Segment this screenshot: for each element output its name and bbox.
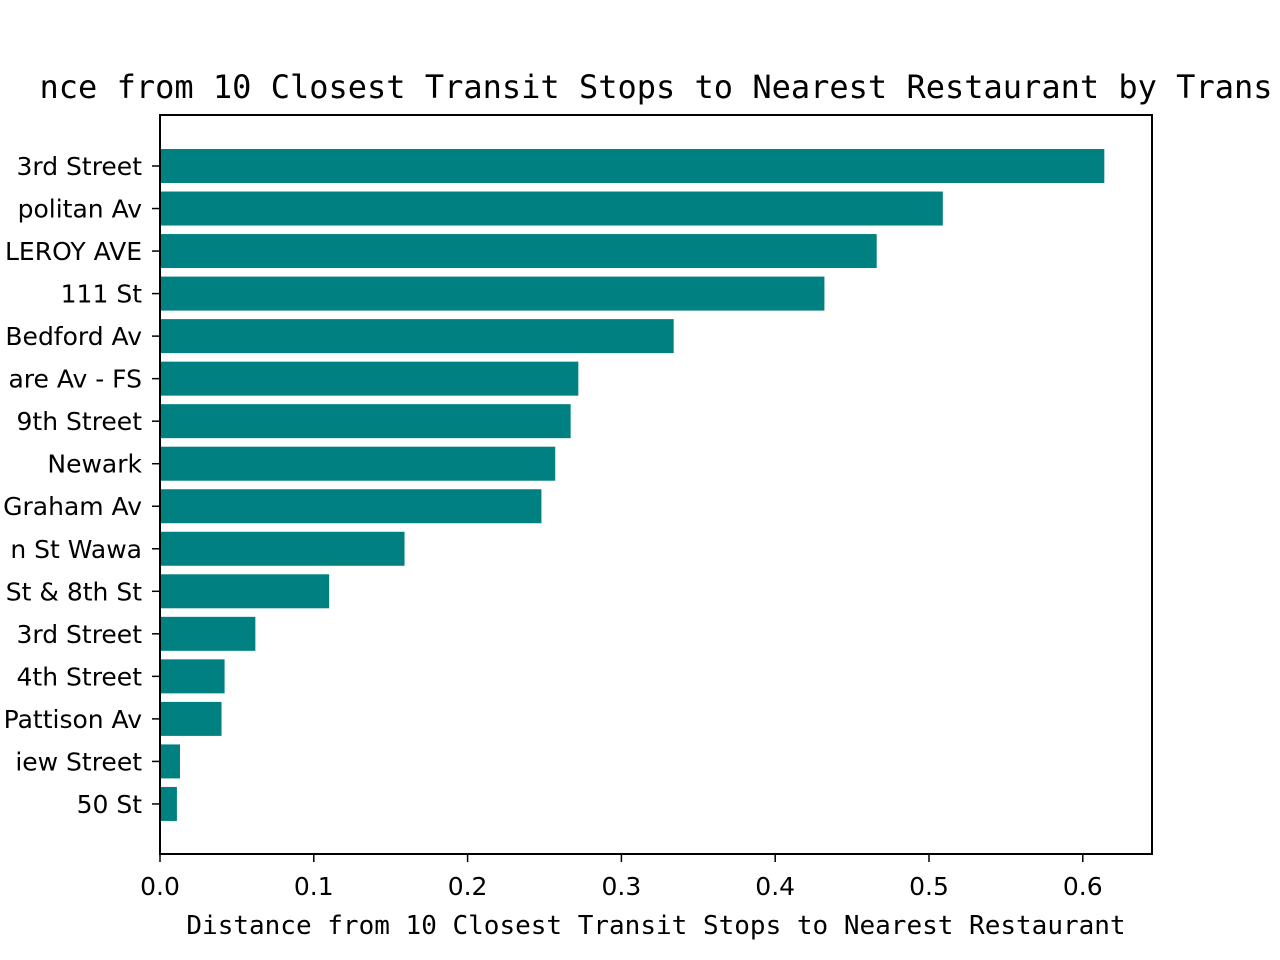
y-tick-label: n St Wawa bbox=[10, 535, 142, 564]
bar bbox=[160, 786, 177, 821]
y-tick-label: St & 8th St bbox=[6, 577, 142, 606]
bar bbox=[160, 319, 674, 354]
x-tick-label: 0.1 bbox=[294, 872, 334, 901]
bar bbox=[160, 276, 825, 311]
x-axis-ticks: 0.0 0.1 0.2 0.3 0.4 0.5 0.6 bbox=[140, 854, 1103, 901]
y-tick-label: Bedford Av bbox=[5, 322, 142, 351]
bar bbox=[160, 149, 1105, 183]
y-axis-ticks: 3rd Street politan Av LEROY AVE 111 St Bedfo… bbox=[3, 152, 160, 819]
y-tick-label: 3rd Street bbox=[16, 620, 142, 649]
bar bbox=[160, 446, 556, 481]
x-tick-label: 0.4 bbox=[755, 872, 795, 901]
x-axis-label: Distance from 10 Closest Transit Stops t… bbox=[186, 911, 1125, 941]
x-tick-label: 0.5 bbox=[909, 872, 949, 901]
y-tick-label: LEROY AVE bbox=[5, 237, 142, 266]
y-tick-label: iew Street bbox=[15, 747, 142, 776]
y-tick-label: 3rd Street bbox=[16, 152, 142, 181]
plot-frame bbox=[159, 114, 1153, 855]
y-tick-label: are Av - FS bbox=[8, 365, 142, 394]
bars-group bbox=[160, 149, 1105, 821]
x-tick-label: 0.2 bbox=[448, 872, 488, 901]
y-tick-label: 50 St bbox=[77, 790, 143, 819]
bar bbox=[160, 404, 571, 439]
bar bbox=[160, 659, 225, 694]
bar bbox=[160, 701, 222, 736]
bar bbox=[160, 489, 542, 524]
y-tick-label: 4th Street bbox=[17, 662, 143, 691]
bar bbox=[160, 361, 579, 396]
bar bbox=[160, 191, 943, 226]
bar bbox=[160, 531, 405, 566]
y-tick-label: Graham Av bbox=[3, 492, 142, 521]
y-tick-label: 111 St bbox=[61, 280, 143, 309]
chart-title: nce from 10 Closest Transit Stops to Nea… bbox=[40, 68, 1273, 106]
x-tick-label: 0.6 bbox=[1063, 872, 1103, 901]
x-tick-label: 0.0 bbox=[140, 872, 180, 901]
bar bbox=[160, 234, 877, 269]
bar bbox=[160, 616, 256, 651]
y-tick-label: Newark bbox=[47, 450, 142, 479]
y-tick-label: politan Av bbox=[18, 195, 143, 224]
bar bbox=[160, 574, 330, 609]
y-tick-label: 9th Street bbox=[17, 407, 143, 436]
y-tick-label: Pattison Av bbox=[4, 705, 143, 734]
bar bbox=[160, 744, 180, 779]
x-tick-label: 0.3 bbox=[602, 872, 642, 901]
